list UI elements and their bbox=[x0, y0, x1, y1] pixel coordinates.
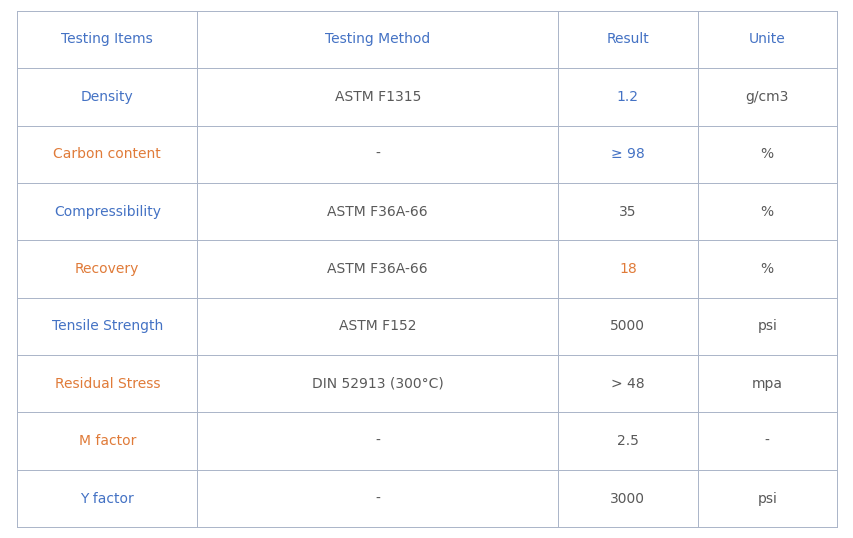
Text: %: % bbox=[760, 204, 773, 218]
Text: Y factor: Y factor bbox=[80, 492, 134, 506]
Text: Density: Density bbox=[81, 90, 133, 104]
Text: 2.5: 2.5 bbox=[616, 434, 638, 448]
Text: -: - bbox=[375, 434, 380, 448]
Text: psi: psi bbox=[757, 492, 776, 506]
Text: ASTM F36A-66: ASTM F36A-66 bbox=[327, 262, 427, 276]
Text: M factor: M factor bbox=[78, 434, 136, 448]
Text: ASTM F36A-66: ASTM F36A-66 bbox=[327, 204, 427, 218]
Text: Result: Result bbox=[606, 32, 648, 46]
Text: 3000: 3000 bbox=[610, 492, 645, 506]
Text: Compressibility: Compressibility bbox=[54, 204, 160, 218]
Text: ASTM F1315: ASTM F1315 bbox=[334, 90, 421, 104]
Text: Residual Stress: Residual Stress bbox=[55, 377, 160, 391]
Text: ≥ 98: ≥ 98 bbox=[610, 147, 644, 161]
Text: Recovery: Recovery bbox=[75, 262, 139, 276]
Text: 35: 35 bbox=[618, 204, 635, 218]
Text: psi: psi bbox=[757, 320, 776, 334]
Text: 18: 18 bbox=[618, 262, 636, 276]
Text: Unite: Unite bbox=[748, 32, 785, 46]
Text: Carbon content: Carbon content bbox=[54, 147, 161, 161]
Text: DIN 52913 (300°C): DIN 52913 (300°C) bbox=[311, 377, 444, 391]
Text: 5000: 5000 bbox=[610, 320, 645, 334]
Text: ASTM F152: ASTM F152 bbox=[339, 320, 416, 334]
Text: mpa: mpa bbox=[751, 377, 782, 391]
Text: g/cm3: g/cm3 bbox=[745, 90, 788, 104]
Text: Testing Items: Testing Items bbox=[61, 32, 153, 46]
Text: > 48: > 48 bbox=[611, 377, 644, 391]
Text: -: - bbox=[375, 147, 380, 161]
Text: -: - bbox=[764, 434, 769, 448]
Text: Testing Method: Testing Method bbox=[325, 32, 430, 46]
Text: %: % bbox=[760, 147, 773, 161]
Text: -: - bbox=[375, 492, 380, 506]
Text: Tensile Strength: Tensile Strength bbox=[51, 320, 163, 334]
Text: %: % bbox=[760, 262, 773, 276]
Text: 1.2: 1.2 bbox=[616, 90, 638, 104]
